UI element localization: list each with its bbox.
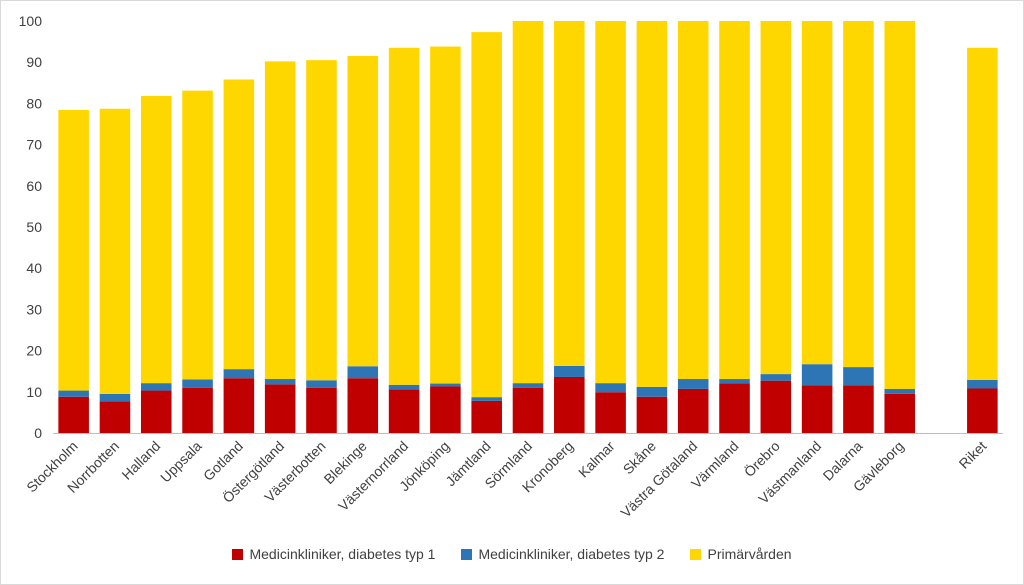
legend-swatch-series-2	[461, 548, 473, 560]
legend-item-series-2: Medicinkliniker, diabetes typ 2	[461, 546, 664, 562]
legend: Medicinkliniker, diabetes typ 1 Medicink…	[0, 546, 1024, 562]
bar-segment-series-2	[388, 384, 420, 390]
bar-segment-series-2	[99, 393, 131, 402]
bar-segment-series-1	[306, 387, 337, 433]
bar-segment-series-1	[99, 401, 131, 433]
bar-segment-series-2	[512, 383, 544, 388]
y-axis: 0 10 20 30 40 50 60 70 80 90 100	[19, 13, 43, 441]
y-tick-label: 30	[26, 301, 42, 317]
bar-segment-series-2	[967, 379, 998, 389]
legend-item-series-1: Medicinkliniker, diabetes typ 1	[232, 546, 435, 562]
bar-segment-series-3	[884, 21, 916, 389]
bar-segment-series-1	[967, 388, 998, 433]
bar-segment-series-3	[512, 21, 544, 384]
bar-segment-series-1	[554, 376, 585, 433]
y-tick-label: 80	[26, 95, 42, 111]
x-tick-label: Halland	[118, 438, 163, 483]
bar-segment-series-1	[264, 384, 296, 433]
bars	[58, 21, 998, 433]
y-tick-label: 70	[26, 137, 42, 153]
legend-item-series-3: Primärvården	[690, 546, 792, 562]
bar-segment-series-1	[884, 393, 916, 433]
bar-segment-series-2	[140, 383, 172, 391]
bar-segment-series-3	[182, 90, 213, 380]
bar-segment-series-2	[719, 379, 750, 384]
y-tick-label: 40	[26, 260, 42, 276]
bar-segment-series-2	[595, 383, 626, 393]
bar-segment-series-1	[512, 387, 544, 433]
y-tick-label: 20	[26, 343, 42, 359]
bar-segment-series-2	[264, 379, 296, 385]
bar-segment-series-1	[677, 388, 709, 433]
x-tick-label: Riket	[956, 438, 990, 472]
bar-segment-series-3	[760, 21, 792, 375]
bar-segment-series-2	[843, 367, 874, 386]
bar-segment-series-3	[554, 21, 585, 366]
y-tick-label: 0	[34, 425, 42, 441]
bar-segment-series-1	[760, 380, 792, 433]
bar-segment-series-1	[801, 385, 833, 433]
bar-segment-series-1	[182, 387, 213, 433]
bar-segment-series-1	[843, 385, 874, 433]
x-tick-label: Kalmar	[575, 438, 618, 481]
bar-segment-series-3	[140, 95, 172, 384]
bar-segment-series-2	[58, 390, 89, 397]
legend-swatch-series-3	[690, 548, 702, 560]
y-tick-label: 60	[26, 178, 42, 194]
bar-segment-series-2	[430, 383, 461, 387]
bar-segment-series-3	[388, 47, 420, 385]
legend-swatch-series-1	[232, 548, 244, 560]
bar-segment-series-1	[347, 378, 379, 433]
bar-segment-series-2	[677, 379, 709, 389]
bar-segment-series-3	[99, 108, 131, 394]
bar-segment-series-1	[58, 396, 89, 433]
bar-segment-series-3	[430, 46, 461, 384]
bar-segment-series-3	[801, 21, 833, 365]
stacked-bar-chart: 0 10 20 30 40 50 60 70 80 90 100 StockholmNorrbott…	[19, 13, 1003, 521]
bar-segment-series-3	[223, 79, 255, 370]
bar-segment-series-2	[636, 386, 668, 397]
bar-segment-series-3	[967, 47, 998, 380]
bar-segment-series-2	[554, 365, 585, 377]
bar-segment-series-1	[595, 392, 626, 433]
bar-segment-series-2	[801, 364, 833, 386]
y-tick-label: 100	[19, 13, 43, 29]
bar-segment-series-1	[636, 396, 668, 433]
bar-segment-series-3	[471, 32, 502, 398]
bar-segment-series-1	[430, 386, 461, 433]
bar-segment-series-3	[719, 21, 750, 380]
bar-segment-series-3	[677, 21, 709, 380]
x-axis-labels: StockholmNorrbottenHallandUppsalaGotland…	[23, 437, 989, 521]
bar-segment-series-2	[471, 397, 502, 401]
bar-segment-series-3	[264, 61, 296, 380]
y-tick-label: 90	[26, 54, 42, 70]
bar-segment-series-1	[140, 390, 172, 433]
bar-segment-series-2	[223, 369, 255, 379]
y-tick-label: 10	[26, 384, 42, 400]
bar-segment-series-3	[347, 56, 379, 367]
bar-segment-series-1	[388, 389, 420, 433]
bar-segment-series-3	[306, 60, 337, 381]
x-tick-label: Skåne	[620, 438, 660, 478]
y-tick-label: 50	[26, 219, 42, 235]
bar-segment-series-1	[223, 378, 255, 433]
bar-segment-series-3	[636, 21, 668, 387]
bar-segment-series-2	[306, 380, 337, 388]
bar-segment-series-3	[58, 109, 89, 391]
legend-label-series-2: Medicinkliniker, diabetes typ 2	[478, 546, 665, 562]
legend-label-series-3: Primärvården	[707, 546, 792, 562]
bar-segment-series-1	[471, 400, 502, 433]
bar-segment-series-3	[595, 21, 626, 384]
x-tick-label: Uppsala	[157, 438, 205, 486]
bar-segment-series-2	[347, 366, 379, 379]
bar-segment-series-3	[843, 21, 874, 368]
bar-segment-series-1	[719, 383, 750, 433]
legend-label-series-1: Medicinkliniker, diabetes typ 1	[249, 546, 436, 562]
bar-segment-series-2	[760, 374, 792, 381]
bar-segment-series-2	[884, 388, 916, 394]
bar-segment-series-2	[182, 379, 213, 388]
